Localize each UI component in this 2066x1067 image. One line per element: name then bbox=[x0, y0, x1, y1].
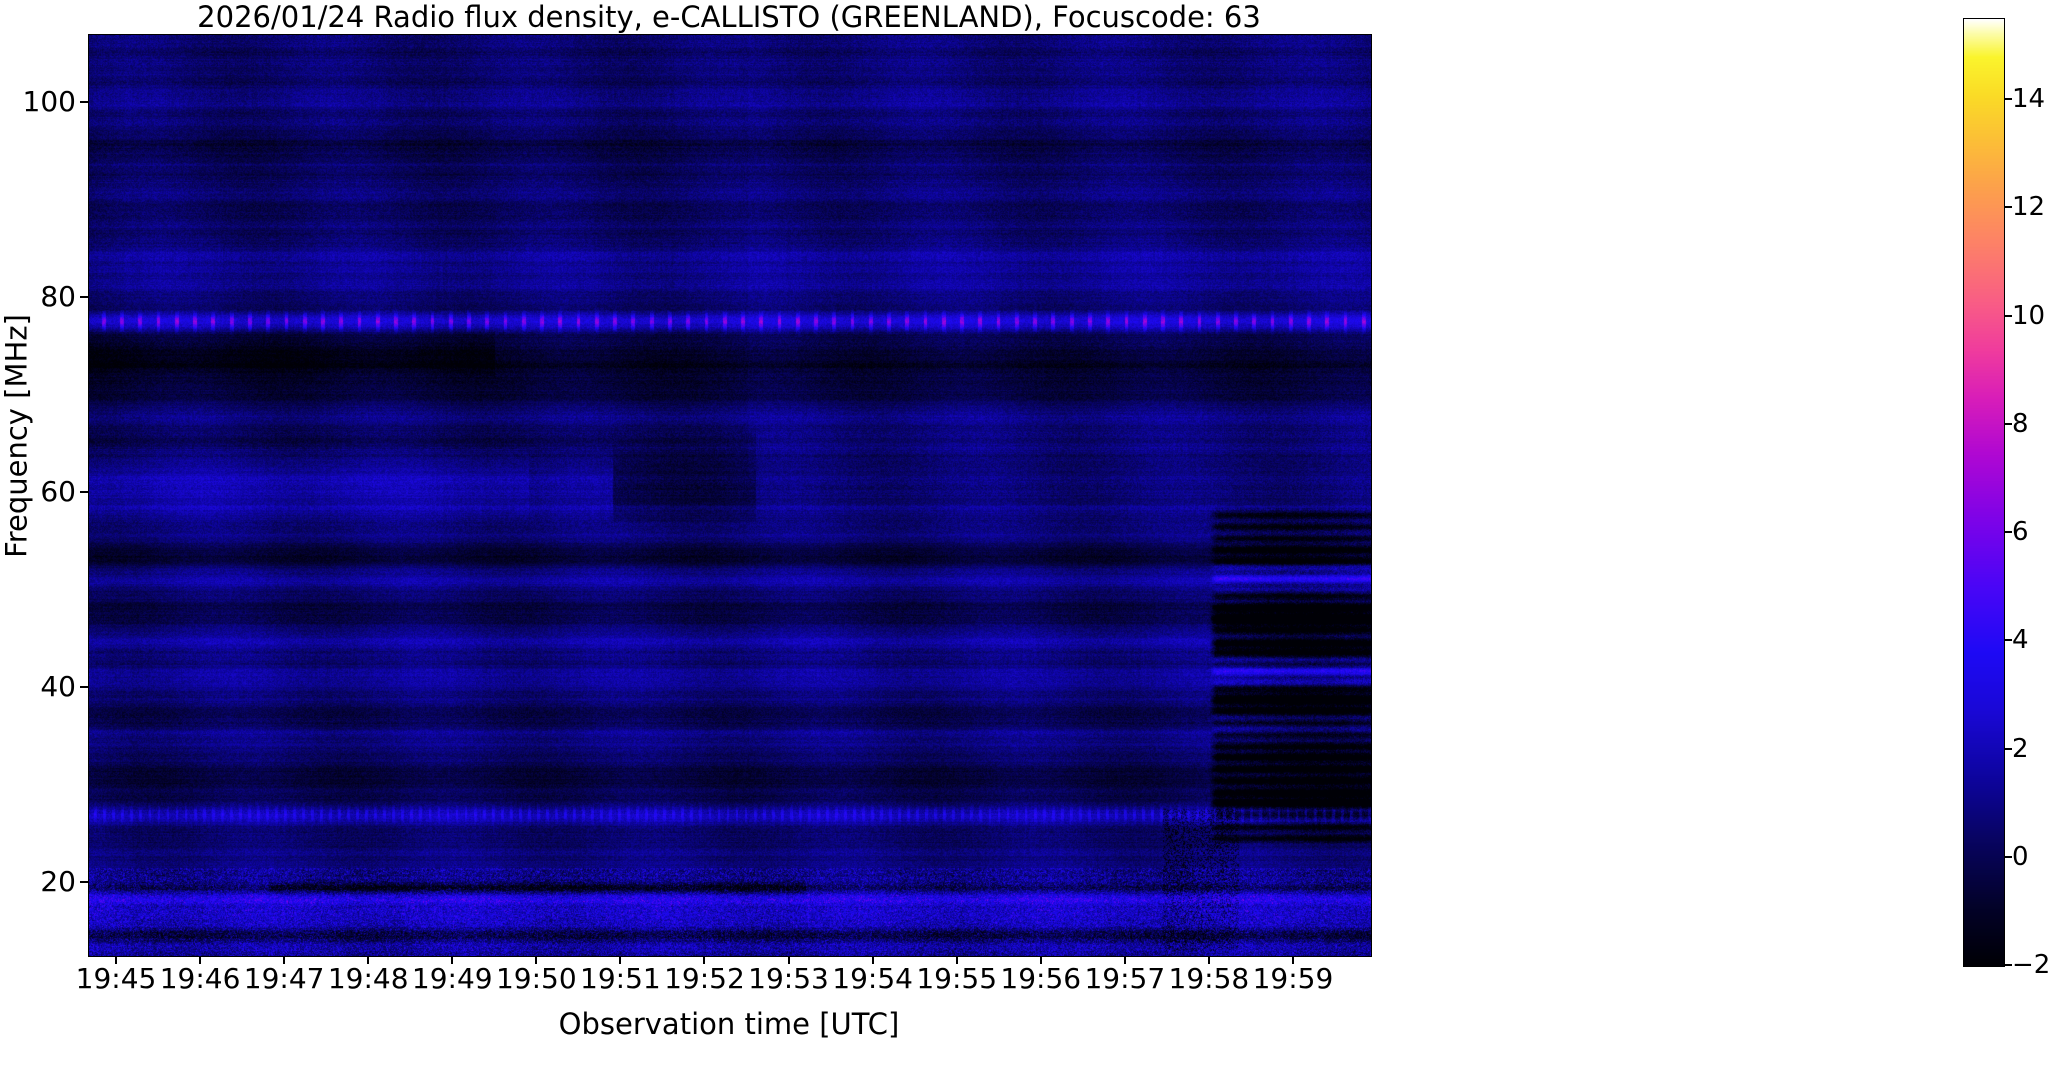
colorbar-tick-label: 2 bbox=[2012, 733, 2029, 764]
colorbar-tick-mark bbox=[2004, 747, 2012, 750]
colorbar[interactable] bbox=[1963, 18, 2005, 967]
x-tick-mark bbox=[199, 956, 202, 964]
x-tick-label: 19:48 bbox=[327, 962, 409, 995]
x-tick-mark bbox=[703, 956, 706, 964]
spectrogram-plot-area[interactable] bbox=[88, 34, 1372, 957]
x-tick-mark bbox=[1123, 956, 1126, 964]
x-tick-label: 19:57 bbox=[1084, 962, 1166, 995]
x-tick-label: 19:50 bbox=[495, 962, 577, 995]
y-tick-mark bbox=[80, 880, 88, 883]
x-tick-label: 19:51 bbox=[580, 962, 661, 995]
y-tick-mark bbox=[80, 296, 88, 299]
colorbar-gradient bbox=[1964, 19, 2004, 966]
colorbar-tick-mark bbox=[2004, 531, 2012, 534]
x-tick-label: 19:47 bbox=[243, 962, 325, 995]
x-tick-label: 19:59 bbox=[1252, 962, 1334, 995]
colorbar-tick-label: 4 bbox=[2012, 625, 2029, 656]
x-tick-label: 19:56 bbox=[1000, 962, 1082, 995]
x-tick-label: 19:52 bbox=[664, 962, 745, 995]
x-tick-label: 19:54 bbox=[832, 962, 913, 995]
x-tick-label: 19:55 bbox=[916, 962, 998, 995]
x-tick-mark bbox=[871, 956, 874, 964]
x-tick-mark bbox=[535, 956, 538, 964]
colorbar-tick-label: 12 bbox=[2012, 192, 2046, 223]
colorbar-tick-label: 6 bbox=[2012, 517, 2029, 548]
y-tick-label: 100 bbox=[22, 85, 76, 119]
x-tick-mark bbox=[283, 956, 286, 964]
x-tick-mark bbox=[367, 956, 370, 964]
colorbar-tick-mark bbox=[2004, 964, 2012, 966]
x-tick-mark bbox=[115, 956, 118, 964]
colorbar-tick-label: 14 bbox=[2012, 84, 2046, 115]
x-tick-mark bbox=[787, 956, 790, 964]
colorbar-tick-label: −2 bbox=[2012, 950, 2051, 980]
x-tick-mark bbox=[955, 956, 958, 964]
figure-title: 2026/01/24 Radio flux density, e-CALLIST… bbox=[197, 0, 1261, 34]
y-tick-mark bbox=[80, 685, 88, 688]
y-tick-mark bbox=[80, 491, 88, 494]
x-tick-label: 19:58 bbox=[1168, 962, 1250, 995]
colorbar-tick-mark bbox=[2004, 639, 2012, 642]
y-tick-label: 40 bbox=[40, 669, 76, 703]
x-axis-label: Observation time [UTC] bbox=[558, 1007, 900, 1041]
x-tick-mark bbox=[451, 956, 454, 964]
y-axis-label: Frequency [MHz] bbox=[0, 314, 34, 558]
spectrogram-image bbox=[89, 35, 1371, 956]
y-tick-label: 60 bbox=[40, 475, 76, 509]
colorbar-tick-mark bbox=[2004, 422, 2012, 425]
x-tick-label: 19:53 bbox=[748, 962, 829, 995]
x-tick-label: 19:45 bbox=[75, 962, 157, 995]
x-tick-mark bbox=[619, 956, 622, 964]
x-tick-mark bbox=[1039, 956, 1042, 964]
colorbar-tick-mark bbox=[2004, 206, 2012, 209]
x-tick-mark bbox=[1291, 956, 1294, 964]
x-tick-mark bbox=[1207, 956, 1210, 964]
x-tick-label: 19:46 bbox=[159, 962, 241, 995]
y-tick-label: 20 bbox=[40, 864, 76, 898]
colorbar-tick-label: 8 bbox=[2012, 408, 2029, 439]
y-tick-mark bbox=[80, 101, 88, 104]
colorbar-tick-mark bbox=[2004, 98, 2012, 101]
y-tick-label: 80 bbox=[40, 280, 76, 314]
colorbar-tick-mark bbox=[2004, 855, 2012, 858]
x-tick-label: 19:49 bbox=[411, 962, 493, 995]
colorbar-tick-label: 10 bbox=[2012, 300, 2046, 331]
colorbar-tick-label: 0 bbox=[2012, 841, 2029, 872]
colorbar-tick-mark bbox=[2004, 314, 2012, 317]
